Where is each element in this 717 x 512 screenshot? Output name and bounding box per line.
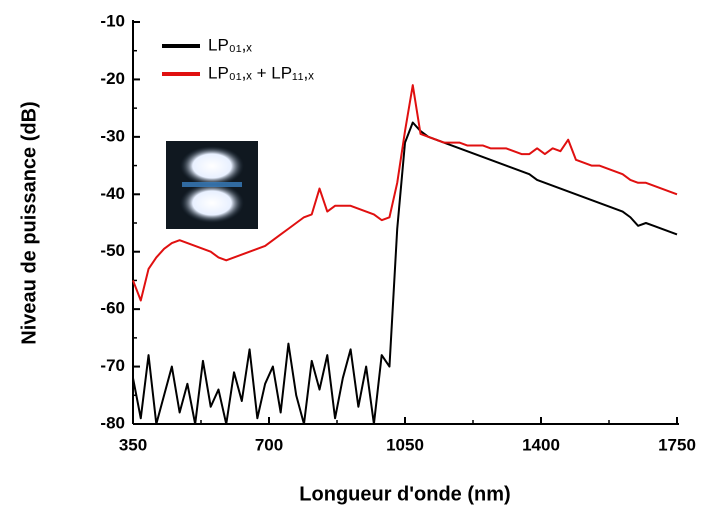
inset-image — [166, 141, 258, 229]
y-axis-title: Niveau de puissance (dB) — [18, 101, 40, 344]
series-line — [132, 121, 678, 425]
series-line — [132, 84, 678, 302]
x-axis-title: Longueur d'onde (nm) — [299, 483, 510, 505]
x-tick-label: 1400 — [522, 435, 560, 454]
x-tick-label: 350 — [119, 435, 147, 454]
y-tick-label: -20 — [100, 69, 125, 88]
x-tick-label: 1050 — [386, 435, 424, 454]
x-tick-label: 700 — [255, 435, 283, 454]
x-tick-label: 1750 — [658, 435, 696, 454]
legend-label: LP₀₁,ₓ + LP₁₁,ₓ — [208, 63, 314, 82]
legend-label: LP₀₁,ₓ — [208, 35, 252, 54]
y-tick-label: -70 — [100, 356, 125, 375]
y-tick-label: -40 — [100, 184, 125, 203]
y-tick-label: -10 — [100, 11, 125, 30]
y-tick-label: -60 — [100, 299, 125, 318]
y-tick-label: -50 — [100, 241, 125, 260]
y-tick-label: -80 — [100, 413, 125, 432]
y-tick-label: -30 — [100, 126, 125, 145]
